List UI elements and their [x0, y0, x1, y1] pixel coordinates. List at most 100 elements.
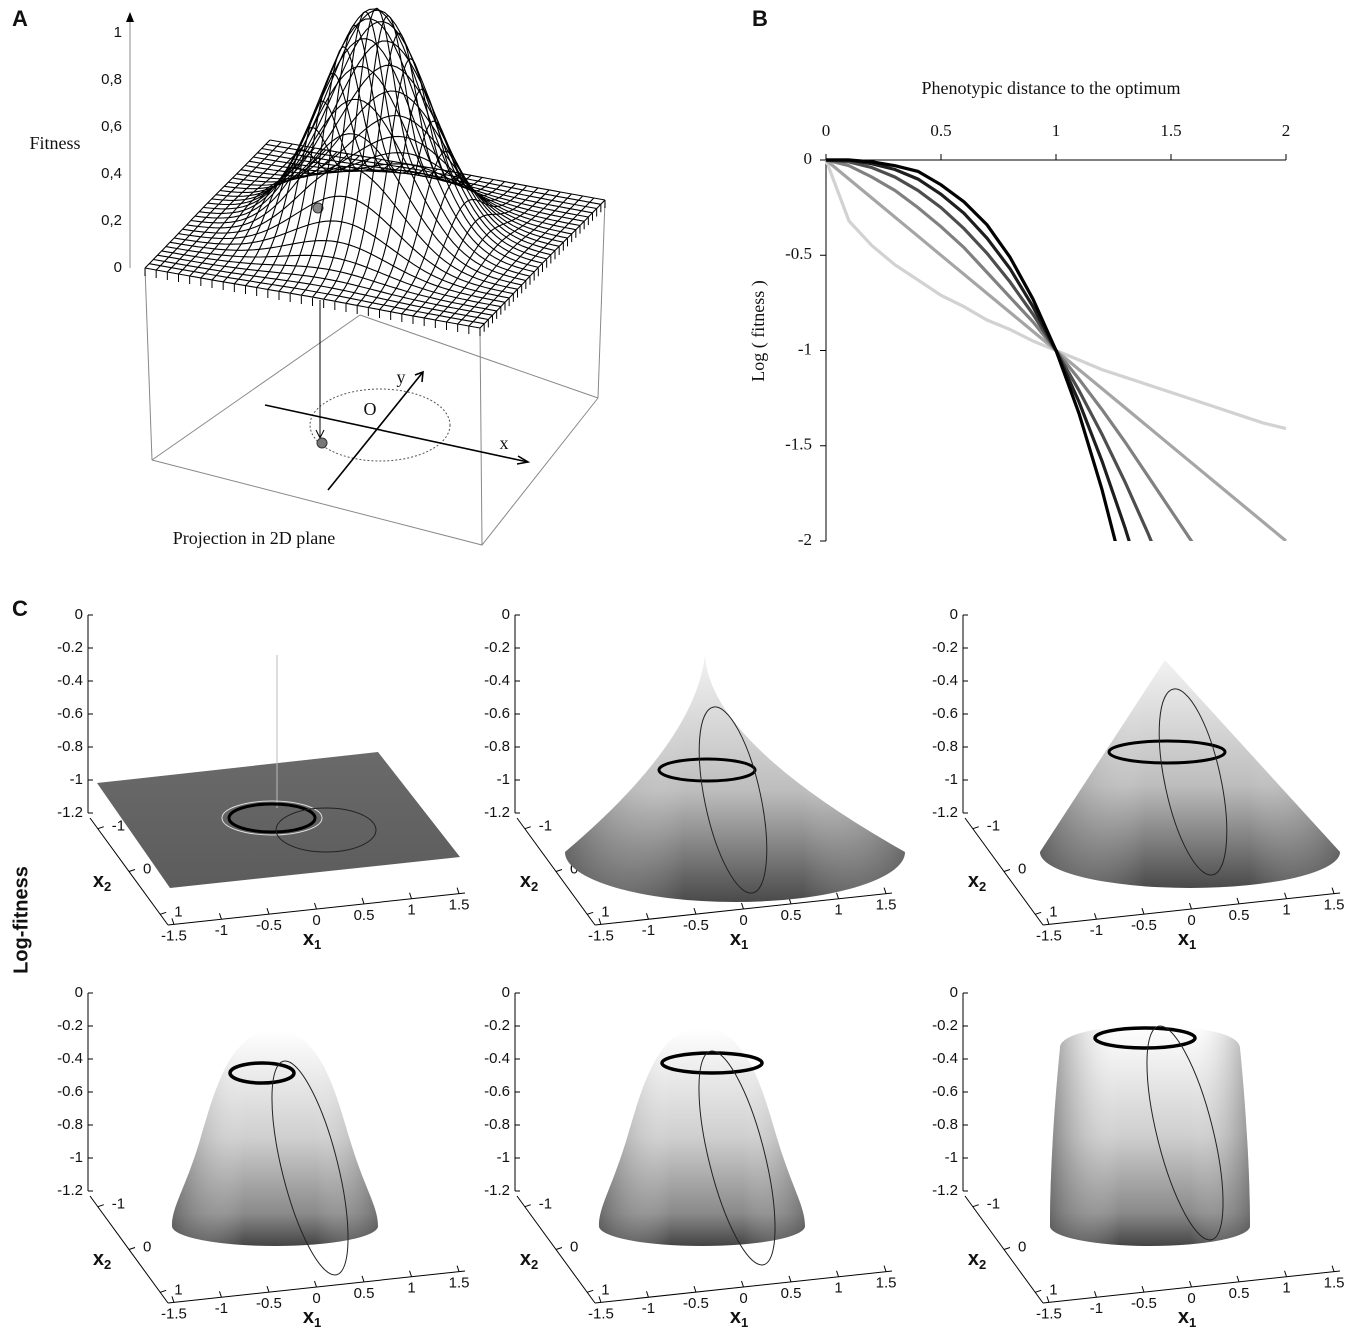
- z-tick-label: -0.8: [57, 1116, 83, 1133]
- z-tick-label: -0.4: [932, 1050, 958, 1067]
- z-tick-label: -0.2: [932, 1017, 958, 1034]
- wireframe-line: [156, 142, 281, 270]
- x1-tick: [837, 1271, 839, 1277]
- z-tick-label: -0.4: [484, 672, 510, 689]
- z-tick-label: 0: [75, 606, 83, 623]
- x1-tick: [742, 1281, 744, 1287]
- z-tick-label: -0.8: [932, 1116, 958, 1133]
- x2-tick: [525, 1205, 531, 1207]
- x2-axis-label: x2: [968, 1248, 986, 1272]
- x1-tick: [315, 903, 317, 909]
- wireframe-line: [178, 196, 513, 293]
- x2-axis-label: x2: [520, 870, 538, 894]
- z-tick-label: -0.4: [484, 1050, 510, 1067]
- x1-tick: [837, 893, 839, 899]
- x1-tick: [694, 1286, 696, 1292]
- x1-tick-label: -1: [1090, 1300, 1103, 1317]
- series-line: [826, 160, 1194, 545]
- x2-axis-label: x2: [93, 1248, 111, 1272]
- z-tick-label: -1: [945, 1149, 958, 1166]
- x1-tick: [646, 1291, 648, 1297]
- x-tick-label: 0.5: [930, 121, 951, 140]
- axis-label-base: x: [968, 1248, 979, 1270]
- x1-tick-label: 1.5: [449, 1275, 470, 1292]
- x1-tick: [219, 1291, 221, 1297]
- z-tick-label: -0.6: [484, 1083, 510, 1100]
- x2-tick-label: 1: [174, 903, 182, 920]
- series-line: [826, 160, 1286, 429]
- x1-tick-label: -0.5: [256, 1295, 282, 1312]
- x2-tick: [1004, 1248, 1010, 1250]
- plane-label: Projection in 2D plane: [173, 528, 335, 548]
- z-tick-label: 0: [950, 984, 958, 1001]
- chart-title: Phenotypic distance to the optimum: [922, 78, 1181, 98]
- x2-tick: [160, 1290, 166, 1292]
- y-tick-label: 0: [804, 149, 813, 168]
- x1-tick-label: -1.5: [588, 927, 614, 944]
- x2-tick-label: 1: [601, 903, 609, 920]
- surface-shade: [1040, 660, 1340, 888]
- x2-tick: [160, 912, 166, 914]
- x2-tick: [973, 827, 979, 829]
- x2-axis-label: x2: [968, 870, 986, 894]
- x2-tick: [556, 1248, 562, 1250]
- x1-tick: [1332, 1266, 1334, 1272]
- z-tick-label: -0.2: [484, 1017, 510, 1034]
- axis-label-base: x: [968, 870, 979, 892]
- z-tick-label: -0.8: [484, 1116, 510, 1133]
- y-tick-label: -2: [798, 530, 812, 549]
- x1-axis-label: x1: [303, 928, 321, 952]
- x1-tick: [219, 913, 221, 919]
- x-tick-label: 1: [1052, 121, 1061, 140]
- axis-label-base: x: [303, 928, 314, 950]
- wireframe-line: [270, 140, 605, 200]
- axis-label-sub: 1: [741, 1315, 748, 1329]
- x1-tick: [742, 903, 744, 909]
- y-axis-label: Log ( fitness ): [748, 280, 769, 381]
- x2-tick-label: 1: [1049, 903, 1057, 920]
- x1-tick-label: 1: [1282, 1280, 1290, 1297]
- wireframe-line: [199, 39, 534, 272]
- x2-tick: [129, 1248, 135, 1250]
- wireframe-line: [469, 198, 594, 326]
- z-tick-label: -1.2: [932, 804, 958, 821]
- z-tick-label: -0.2: [932, 639, 958, 656]
- z-tick-label: -1.2: [932, 1182, 958, 1199]
- x2-tick: [587, 912, 593, 914]
- x1-tick-label: 0.5: [781, 1285, 802, 1302]
- z-tick-label: -1: [70, 771, 83, 788]
- x1-tick-label: -0.5: [683, 917, 709, 934]
- z-tick-label: 0: [502, 606, 510, 623]
- panel-label: C: [12, 596, 28, 621]
- surface-panel: 0-0.2-0.4-0.6-0.8-1-1.2-101-1.5-1-0.500.…: [57, 606, 469, 952]
- z-tick-label: -0.8: [484, 738, 510, 755]
- x1-tick: [1332, 888, 1334, 894]
- wireframe-line: [149, 264, 484, 324]
- axis-label: x: [500, 433, 509, 453]
- z-tick-label: -0.8: [932, 738, 958, 755]
- z-tick-label: -0.6: [57, 705, 83, 722]
- x1-tick-label: -1: [1090, 922, 1103, 939]
- x1-tick: [362, 898, 364, 904]
- wireframe-line: [179, 146, 304, 274]
- wireframe-line: [368, 121, 493, 307]
- x1-tick: [362, 1276, 364, 1282]
- x2-tick-label: 0: [1018, 860, 1026, 877]
- axis-label-base: x: [1178, 928, 1189, 950]
- x2-tick: [1004, 870, 1010, 872]
- surface-panel: 0-0.2-0.4-0.6-0.8-1-1.2-101-1.5-1-0.500.…: [484, 984, 896, 1329]
- wireframe-line: [257, 101, 382, 287]
- x1-tick: [789, 1276, 791, 1282]
- z-tick-label: -1: [945, 771, 958, 788]
- x1-tick-label: 1.5: [1324, 897, 1345, 914]
- x1-tick-label: 1.5: [449, 897, 470, 914]
- x1-tick: [1285, 1271, 1287, 1277]
- z-tick-label: 0,2: [101, 212, 122, 229]
- x1-tick-label: 0.5: [1229, 907, 1250, 924]
- x2-tick-label: 0: [143, 860, 151, 877]
- x1-tick-label: 1: [407, 902, 415, 919]
- axis-label-sub: 1: [314, 937, 321, 952]
- axis-label-sub: 1: [1189, 1315, 1196, 1329]
- x2-tick-label: 0: [143, 1238, 151, 1255]
- origin-label: O: [364, 399, 377, 419]
